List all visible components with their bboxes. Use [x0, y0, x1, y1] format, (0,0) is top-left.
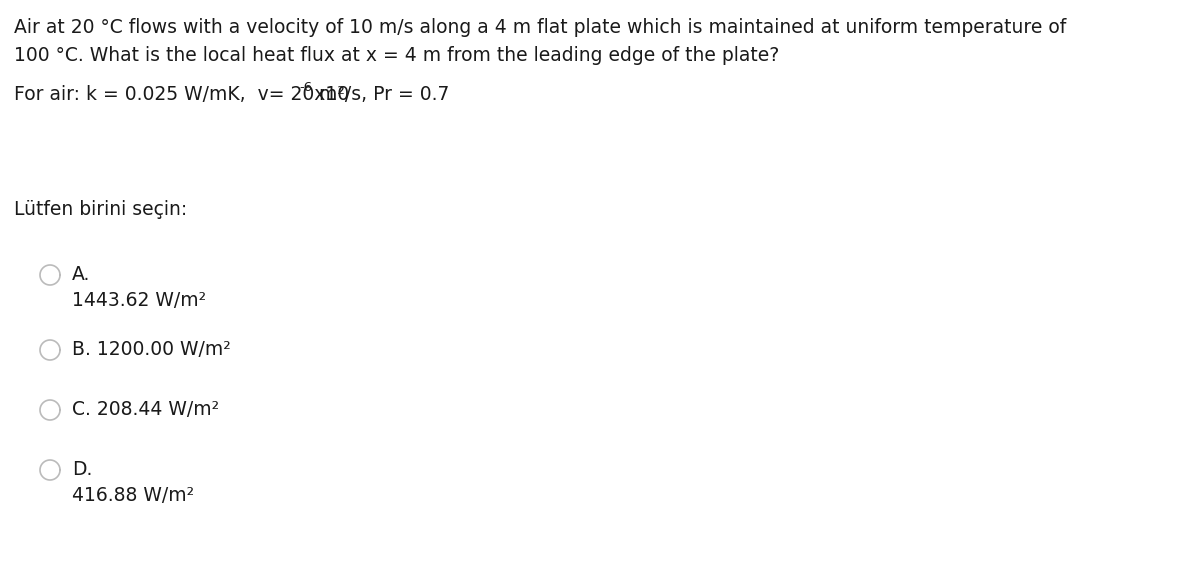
Text: A.: A. [72, 265, 90, 284]
Text: For air: k = 0.025 W/mK,  v= 20x10: For air: k = 0.025 W/mK, v= 20x10 [14, 85, 349, 104]
Text: 100 °C. What is the local heat flux at x = 4 m from the leading edge of the plat: 100 °C. What is the local heat flux at x… [14, 46, 779, 65]
Text: D.: D. [72, 460, 92, 479]
Text: Air at 20 °C flows with a velocity of 10 m/s along a 4 m flat plate which is mai: Air at 20 °C flows with a velocity of 10… [14, 18, 1067, 37]
Text: 416.88 W/m²: 416.88 W/m² [72, 486, 194, 505]
Text: C. 208.44 W/m²: C. 208.44 W/m² [72, 400, 220, 419]
Polygon shape [40, 400, 60, 420]
Polygon shape [40, 265, 60, 285]
Text: m²/s, Pr = 0.7: m²/s, Pr = 0.7 [313, 85, 449, 104]
Text: 1443.62 W/m²: 1443.62 W/m² [72, 291, 206, 310]
Text: B. 1200.00 W/m²: B. 1200.00 W/m² [72, 340, 230, 359]
Text: Lütfen birini seçin:: Lütfen birini seçin: [14, 200, 187, 219]
Polygon shape [40, 460, 60, 480]
Polygon shape [40, 340, 60, 360]
Text: -6: -6 [299, 81, 312, 94]
